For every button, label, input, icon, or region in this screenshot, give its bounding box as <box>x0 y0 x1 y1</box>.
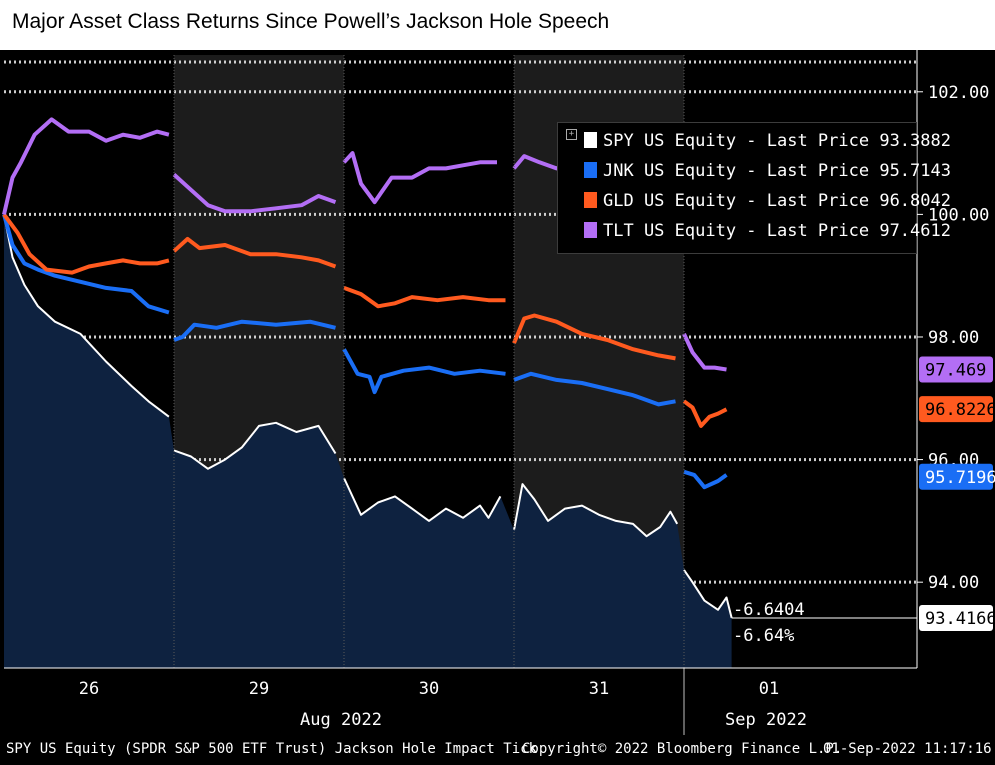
legend-swatch <box>584 162 597 178</box>
series-line-gld-4 <box>682 399 728 428</box>
x-tick-label-4: 01 <box>759 679 779 699</box>
legend-label: SPY US Equity - Last Price 93.3882 <box>603 131 951 151</box>
series-line-jnk-2 <box>342 348 506 395</box>
value-tag-1: 96.8226 <box>925 400 995 420</box>
series-line-gld-1 <box>172 236 337 269</box>
series-line-tlt-1 <box>172 173 337 214</box>
series-line-tlt-2 <box>342 151 497 205</box>
x-tick-label-3: 31 <box>589 679 609 699</box>
footer-timestamp: 01-Sep-2022 11:17:16 <box>823 741 992 757</box>
legend-expand-icon[interactable]: + <box>566 129 577 140</box>
series-line-jnk-0 <box>2 213 170 315</box>
legend-swatch <box>584 192 597 208</box>
series-line-spy-1 <box>173 421 337 470</box>
x-tick-label-1: 29 <box>249 679 269 699</box>
y-tick-label-0: 94.00 <box>928 573 979 593</box>
series-line-spy-4 <box>683 569 733 618</box>
series-line-spy-2 <box>343 477 502 522</box>
value-tag-3: 93.4166 <box>925 609 995 629</box>
legend-label: JNK US Equity - Last Price 95.7143 <box>603 161 951 181</box>
legend-entry-spy: SPY US Equity - Last Price 93.3882 <box>584 129 951 153</box>
value-tag-0: 97.469 <box>925 361 986 381</box>
x-tick-label-0: 26 <box>79 679 99 699</box>
series-line-gld-2 <box>343 286 506 309</box>
series-line-tlt-4 <box>682 333 727 372</box>
footer-copyright: Copyright© 2022 Bloomberg Finance L.P. <box>522 741 843 757</box>
legend-entry-tlt: TLT US Equity - Last Price 97.4612 <box>584 219 951 243</box>
series-line-jnk-1 <box>173 319 336 342</box>
x-month-label-0: Aug 2022 <box>300 710 382 730</box>
value-tag-bg-1 <box>919 396 993 423</box>
value-tag-bg-3 <box>919 604 993 631</box>
x-month-label-1: Sep 2022 <box>725 710 807 730</box>
chart-title: Major Asset Class Returns Since Powell’s… <box>12 10 610 33</box>
legend: + SPY US Equity - Last Price 93.3882 JNK … <box>557 122 951 254</box>
series-line-jnk-4 <box>683 469 728 490</box>
change-annotation-1: -6.64% <box>733 626 794 646</box>
y-tick-label-3: 100.00 <box>928 205 989 225</box>
legend-entry-jnk: JNK US Equity - Last Price 95.7143 <box>584 159 951 183</box>
spy-area <box>4 214 732 668</box>
series-line-spy-0 <box>3 214 170 418</box>
y-tick-label-2: 98.00 <box>928 328 979 348</box>
value-tag-2: 95.7196 <box>925 468 995 488</box>
y-tick-label-4: 102.00 <box>928 83 989 103</box>
legend-label: GLD US Equity - Last Price 96.8042 <box>603 191 951 211</box>
footer-bar: SPY US Equity (SPDR S&P 500 ETF Trust) J… <box>0 738 995 765</box>
series-line-gld-0 <box>2 213 170 275</box>
series-lines <box>2 55 733 735</box>
legend-swatch <box>584 222 597 238</box>
value-tags: 97.469 96.8226 95.7196 93.4166 -6.6404 -6.64% <box>731 356 995 646</box>
footer-security-description: SPY US Equity (SPDR S&P 500 ETF Trust) J… <box>6 741 538 757</box>
legend-label: TLT US Equity - Last Price 97.4612 <box>603 221 951 241</box>
series-line-gld-3 <box>512 313 676 361</box>
value-tag-bg-0 <box>919 356 993 383</box>
x-tick-label-2: 30 <box>419 679 439 699</box>
change-annotation-0: -6.6404 <box>733 600 805 620</box>
bloomberg-chart-panel: 94.00 96.00 98.00 100.00 102.00 26 29 30 31 01 Aug… <box>0 50 995 765</box>
value-tag-bg-2 <box>919 463 993 490</box>
legend-swatch <box>584 132 597 148</box>
series-line-jnk-3 <box>513 371 676 407</box>
series-line-tlt-0 <box>2 117 170 215</box>
series-line-spy-3 <box>513 483 679 538</box>
legend-entry-gld: GLD US Equity - Last Price 96.8042 <box>584 189 951 213</box>
spy-area-fill <box>4 214 732 668</box>
